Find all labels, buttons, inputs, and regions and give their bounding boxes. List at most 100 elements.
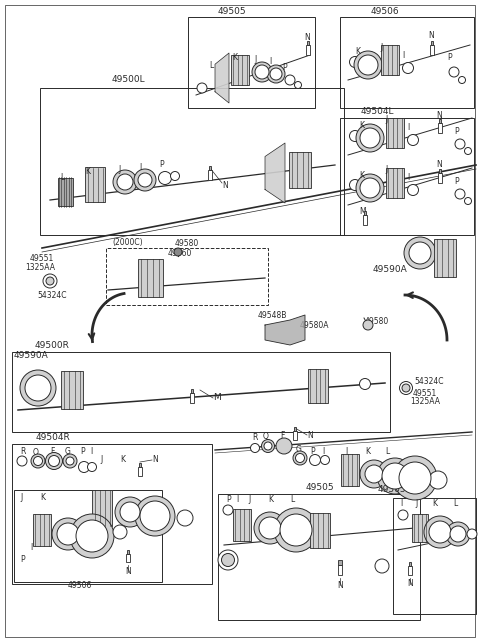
Text: N: N bbox=[125, 568, 131, 577]
Text: I: I bbox=[139, 164, 141, 173]
Circle shape bbox=[274, 508, 318, 552]
Circle shape bbox=[264, 442, 272, 450]
Text: N: N bbox=[436, 110, 442, 119]
Bar bbox=[307, 40, 310, 45]
Text: F: F bbox=[280, 431, 284, 440]
Circle shape bbox=[360, 178, 380, 198]
Circle shape bbox=[358, 55, 378, 75]
Text: J: J bbox=[415, 499, 417, 508]
Bar bbox=[337, 564, 342, 575]
Text: I: I bbox=[269, 58, 271, 67]
Text: Q: Q bbox=[33, 447, 39, 456]
Circle shape bbox=[408, 184, 419, 196]
Circle shape bbox=[354, 51, 382, 79]
Bar bbox=[209, 166, 211, 170]
Text: N: N bbox=[304, 33, 310, 42]
Text: N: N bbox=[152, 456, 158, 465]
Text: N: N bbox=[436, 160, 442, 169]
Bar bbox=[294, 427, 296, 431]
Circle shape bbox=[449, 67, 459, 77]
Text: 49505: 49505 bbox=[218, 8, 246, 17]
Circle shape bbox=[134, 169, 156, 191]
Bar bbox=[289, 152, 311, 188]
Circle shape bbox=[57, 523, 79, 545]
Text: 49506: 49506 bbox=[371, 8, 399, 17]
Circle shape bbox=[70, 514, 114, 558]
Text: K: K bbox=[268, 496, 273, 505]
Text: J: J bbox=[386, 116, 388, 125]
Bar bbox=[137, 259, 163, 297]
Bar bbox=[381, 45, 399, 75]
Bar bbox=[233, 509, 251, 541]
Text: G: G bbox=[65, 447, 71, 456]
Text: J: J bbox=[345, 447, 347, 456]
Circle shape bbox=[17, 456, 27, 466]
Text: J: J bbox=[381, 44, 383, 53]
Polygon shape bbox=[265, 315, 305, 345]
Text: F: F bbox=[50, 447, 54, 456]
Circle shape bbox=[429, 521, 451, 543]
Bar bbox=[439, 169, 442, 173]
Text: N: N bbox=[428, 31, 434, 40]
Circle shape bbox=[76, 520, 108, 552]
Text: 49505R: 49505R bbox=[378, 485, 412, 494]
Circle shape bbox=[280, 514, 312, 546]
Text: I: I bbox=[402, 51, 404, 60]
Circle shape bbox=[66, 457, 74, 465]
Text: L: L bbox=[209, 62, 213, 71]
Bar bbox=[386, 118, 404, 148]
Text: K: K bbox=[432, 499, 437, 508]
Text: 49551: 49551 bbox=[30, 254, 54, 263]
Circle shape bbox=[140, 501, 170, 531]
Text: R: R bbox=[252, 433, 257, 442]
Circle shape bbox=[382, 463, 408, 489]
Bar bbox=[106, 248, 268, 305]
Bar bbox=[431, 40, 433, 45]
Circle shape bbox=[113, 525, 127, 539]
Text: R: R bbox=[20, 447, 25, 456]
Text: G: G bbox=[296, 446, 302, 455]
Circle shape bbox=[356, 174, 384, 202]
Text: P: P bbox=[160, 160, 164, 169]
Text: 1325AA: 1325AA bbox=[410, 397, 440, 406]
Text: 49590A: 49590A bbox=[14, 352, 49, 361]
Circle shape bbox=[120, 502, 140, 522]
Bar bbox=[438, 123, 442, 133]
Text: J: J bbox=[255, 55, 257, 64]
Bar bbox=[218, 494, 420, 620]
Circle shape bbox=[135, 496, 175, 536]
Bar bbox=[85, 168, 105, 202]
Circle shape bbox=[403, 62, 413, 73]
Circle shape bbox=[465, 198, 471, 205]
Circle shape bbox=[276, 438, 292, 454]
Circle shape bbox=[404, 237, 436, 269]
Circle shape bbox=[349, 56, 360, 67]
Circle shape bbox=[254, 512, 286, 544]
Circle shape bbox=[446, 522, 470, 546]
Circle shape bbox=[360, 379, 371, 390]
Circle shape bbox=[31, 454, 45, 468]
Circle shape bbox=[467, 529, 477, 539]
Bar bbox=[190, 393, 194, 403]
Bar bbox=[412, 514, 428, 542]
Text: L: L bbox=[290, 496, 294, 505]
Bar bbox=[231, 55, 249, 85]
Circle shape bbox=[158, 171, 171, 184]
Text: P: P bbox=[310, 447, 314, 456]
Circle shape bbox=[424, 516, 456, 548]
Circle shape bbox=[360, 460, 388, 488]
Circle shape bbox=[255, 65, 269, 79]
Text: N: N bbox=[337, 580, 343, 589]
Text: J: J bbox=[20, 494, 22, 503]
Circle shape bbox=[360, 128, 380, 148]
Bar bbox=[126, 554, 130, 562]
Bar bbox=[293, 431, 297, 440]
Circle shape bbox=[267, 65, 285, 83]
Circle shape bbox=[349, 180, 360, 191]
Circle shape bbox=[43, 274, 57, 288]
Text: K: K bbox=[360, 171, 364, 180]
Text: N: N bbox=[407, 580, 413, 589]
Circle shape bbox=[377, 458, 413, 494]
Bar bbox=[40, 88, 344, 235]
Circle shape bbox=[174, 248, 182, 256]
